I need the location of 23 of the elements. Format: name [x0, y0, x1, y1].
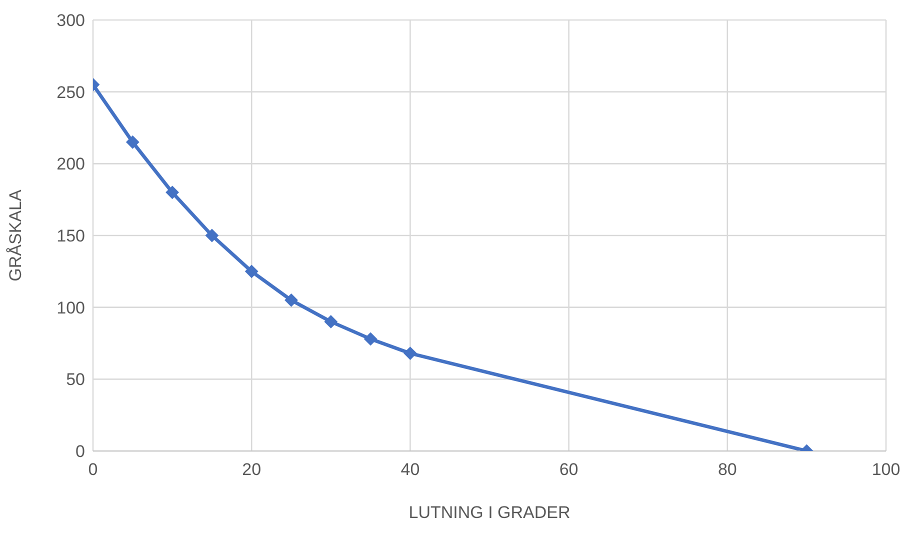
- x-tick-label: 80: [718, 460, 737, 480]
- x-axis-title: LUTNING I GRADER: [408, 503, 570, 522]
- y-tick-label: 0: [76, 442, 85, 462]
- x-tick-label: 20: [242, 460, 262, 480]
- y-tick-label: 200: [56, 154, 85, 174]
- y-tick-label: 100: [56, 298, 85, 318]
- point: [404, 346, 417, 360]
- x-tick-label: 0: [88, 460, 98, 480]
- y-tick-label: 250: [56, 82, 85, 102]
- x-tick-label: 100: [872, 460, 900, 480]
- y-tick-label: 300: [56, 11, 85, 30]
- point: [166, 186, 179, 199]
- point: [324, 315, 338, 328]
- x-tick-label: 60: [559, 460, 578, 480]
- point: [284, 294, 298, 307]
- point: [245, 264, 258, 278]
- point: [126, 136, 140, 149]
- y-axis-title: GRÅSKALA: [6, 189, 26, 282]
- point: [205, 229, 218, 242]
- x-tick-label: 40: [400, 460, 420, 480]
- y-tick-label: 150: [56, 226, 85, 246]
- y-tick-label: 50: [66, 370, 85, 390]
- point: [364, 332, 378, 346]
